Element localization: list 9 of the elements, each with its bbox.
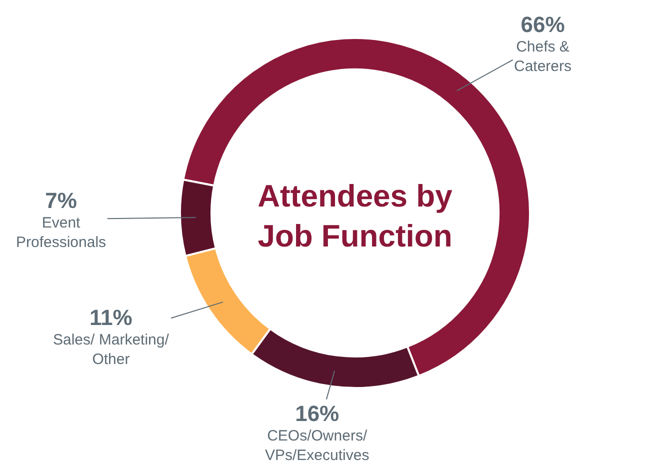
slice-label: CEOs/Owners/ VPs/Executives (265, 428, 370, 464)
data-label: 16% (295, 401, 340, 426)
slice-label: Sales/ Marketing/ Other (53, 332, 170, 368)
data-label: 66% (520, 12, 565, 37)
text: Attendees by Job Function (258, 178, 454, 254)
data-label: 7% (45, 188, 77, 213)
slice-label: Chefs & Caterers (514, 38, 572, 75)
data-label: 11% (90, 305, 132, 330)
slice-label: Event Professionals (16, 214, 106, 251)
